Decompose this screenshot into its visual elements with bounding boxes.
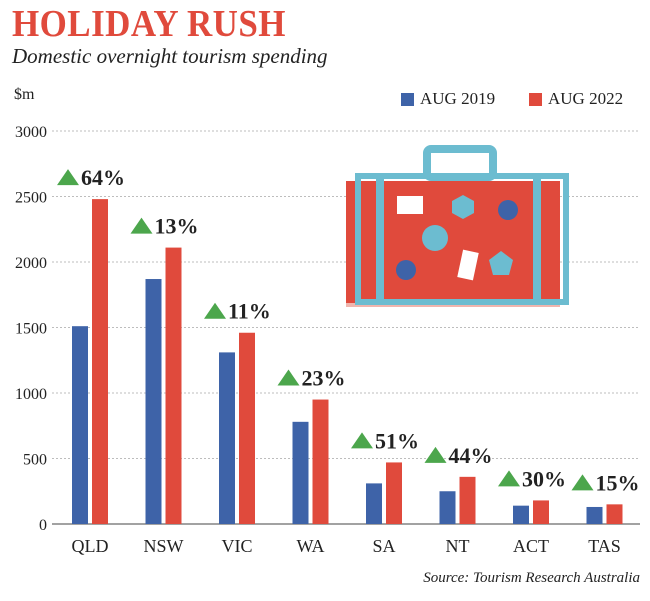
legend-label-2019: AUG 2019 <box>420 89 496 108</box>
legend-label-2022: AUG 2022 <box>548 89 624 108</box>
suitcase-icon <box>346 145 569 307</box>
sticker-dot-blue-2 <box>396 260 416 280</box>
growth-label: 51% <box>375 428 419 453</box>
x-tick-label: NSW <box>144 536 184 556</box>
up-arrow-icon <box>277 369 300 386</box>
bar-qld-2019 <box>72 326 88 524</box>
growth-label: 64% <box>81 165 125 190</box>
x-tick-label: NT <box>446 536 470 556</box>
y-tick-label: 3000 <box>15 124 47 141</box>
growth-label: 11% <box>228 299 271 324</box>
bar-nsw-2022 <box>165 247 182 524</box>
sticker-card <box>457 249 479 281</box>
legend-item-2019: AUG 2019 <box>401 89 495 109</box>
sticker-rect <box>397 196 423 214</box>
sticker-hexagon <box>452 195 474 219</box>
growth-label: 30% <box>522 466 566 491</box>
x-tick-label: TAS <box>588 536 621 556</box>
chart-subtitle: Domestic overnight tourism spending <box>12 44 328 68</box>
x-tick-label: WA <box>297 536 325 556</box>
suitcase-outline <box>355 173 569 305</box>
legend-swatch-2022 <box>529 92 542 106</box>
x-tick-label: ACT <box>513 536 549 556</box>
legend-item-2022: AUG 2022 <box>529 89 623 109</box>
sticker-dot-blue <box>498 200 518 220</box>
bar-tas-2019 <box>586 506 603 524</box>
up-arrow-icon <box>351 432 373 449</box>
x-tick-label: VIC <box>222 536 253 556</box>
sticker-dot-teal <box>422 225 448 251</box>
bar-act-2022 <box>533 500 549 524</box>
y-tick-label: 500 <box>23 452 47 469</box>
legend-swatch-2019 <box>401 92 414 106</box>
y-tick-label: 2500 <box>15 190 47 207</box>
x-tick-label: QLD <box>72 536 109 556</box>
growth-label: 13% <box>155 214 199 239</box>
bar-vic-2019 <box>219 352 235 524</box>
source-note: Source: Tourism Research Australia <box>423 570 640 586</box>
up-arrow-icon <box>498 470 520 487</box>
bars <box>72 199 623 524</box>
x-tick-label: SA <box>372 536 395 556</box>
bar-nt-2019 <box>439 491 456 524</box>
up-arrow-icon <box>57 169 79 186</box>
bar-wa-2019 <box>292 421 309 524</box>
y-tick-label: 2000 <box>15 255 47 272</box>
up-arrow-icon <box>130 217 153 234</box>
up-arrow-icon <box>204 302 226 319</box>
bar-nt-2022 <box>459 476 476 524</box>
y-tick-label: 1500 <box>15 321 47 338</box>
bar-act-2019 <box>513 505 529 524</box>
bar-vic-2022 <box>239 332 255 524</box>
growth-label: 15% <box>596 470 640 495</box>
chart-title: HOLIDAY RUSH <box>12 3 286 45</box>
bar-sa-2019 <box>366 483 382 524</box>
y-tick-label: 1000 <box>15 386 47 403</box>
bar-nsw-2019 <box>145 279 162 524</box>
bar-tas-2022 <box>606 504 623 524</box>
growth-label: 23% <box>302 366 346 391</box>
data-labels: QLD 64% NSW 13% VIC 11% WA 23% SA 51% NT 44% ACT 30% T… <box>57 165 640 556</box>
up-arrow-icon <box>424 446 447 463</box>
up-arrow-icon <box>571 474 594 491</box>
bar-sa-2022 <box>386 462 402 524</box>
sticker-pentagon <box>489 251 513 275</box>
y-axis-unit: $m <box>14 86 35 103</box>
growth-label: 44% <box>449 443 493 468</box>
suitcase-handle <box>423 145 497 181</box>
y-tick-label: 0 <box>39 517 47 534</box>
bar-qld-2022 <box>92 199 108 524</box>
bar-wa-2022 <box>312 399 329 524</box>
